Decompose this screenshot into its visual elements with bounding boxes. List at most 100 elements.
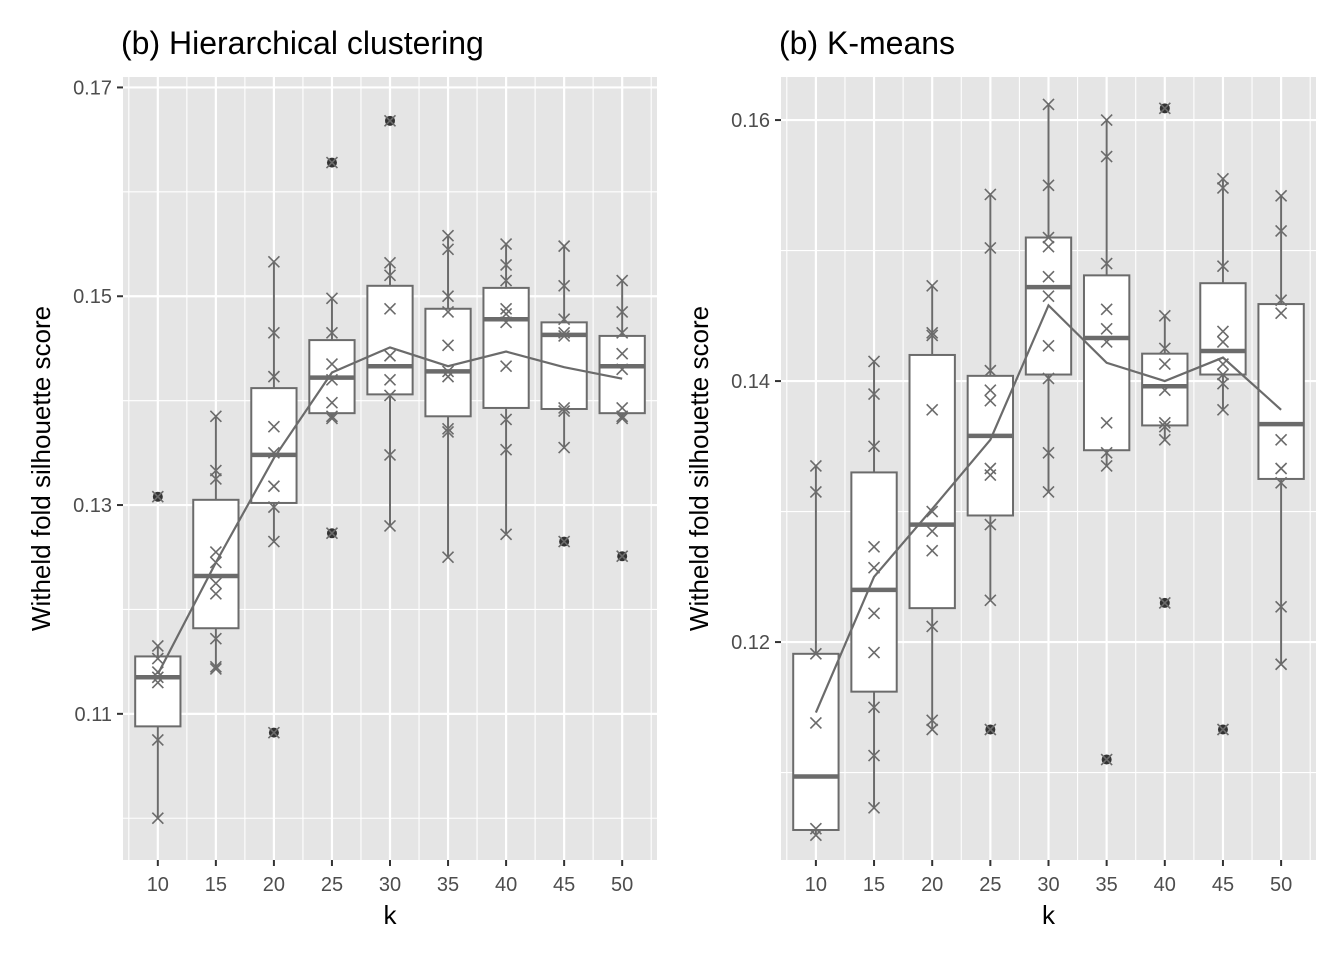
data-point-k-35 <box>441 370 455 383</box>
data-point-k-45-stroke-b <box>1216 377 1230 390</box>
data-point-k-30 <box>383 389 397 402</box>
x-tick-label: 45 <box>553 874 575 896</box>
data-point-k-40-stroke-b <box>500 274 513 287</box>
box-iqr <box>1257 303 1305 480</box>
kmeans-panel: 0.12 0.14 0.16 10 15 20 25 30 35 40 45 50 (b) K-mean… <box>684 25 1316 930</box>
data-point-k-30-stroke-b <box>1042 446 1055 459</box>
data-point-k-50 <box>1275 307 1288 320</box>
data-point-k-45 <box>558 240 571 253</box>
x-tick-label: 40 <box>495 874 517 896</box>
data-point-k-40-stroke-b <box>500 258 513 271</box>
data-point-k-10-stroke-b <box>151 733 164 747</box>
data-point-k-20 <box>926 279 939 292</box>
data-point-k-10 <box>151 676 164 689</box>
data-point-k-20 <box>267 326 280 339</box>
data-point-k-40 <box>1158 596 1171 609</box>
data-point-k-15 <box>867 646 881 659</box>
data-point-k-25-stroke-b <box>325 292 339 305</box>
data-point-k-20-stroke-b <box>926 620 939 633</box>
data-point-k-30-stroke-b <box>383 373 397 386</box>
data-point-k-10-stroke-b <box>151 671 164 684</box>
data-point-k-20 <box>267 480 280 493</box>
data-point-k-15 <box>867 355 881 368</box>
data-point-k-20 <box>926 329 939 342</box>
data-point-k-30 <box>383 114 397 127</box>
data-point-k-20 <box>926 525 939 538</box>
data-point-k-20-stroke-b <box>926 329 939 342</box>
data-point-k-40 <box>1158 384 1171 397</box>
data-point-k-35-stroke-b <box>441 243 455 256</box>
data-point-k-40-stroke-b <box>500 302 513 315</box>
data-point-k-35-stroke-b <box>441 229 455 242</box>
data-point-k-40-stroke-b <box>1158 433 1171 446</box>
data-point-k-40 <box>500 258 513 271</box>
x-tick-label: 30 <box>379 874 401 896</box>
data-point-k-35 <box>441 229 455 242</box>
box-k-50 <box>598 280 646 562</box>
data-point-k-45-stroke-b <box>558 313 571 326</box>
box-iqr <box>966 374 1015 517</box>
data-point-k-20 <box>926 714 939 727</box>
data-point-k-35 <box>441 339 455 352</box>
data-point-k-35-stroke-b <box>1100 150 1113 163</box>
data-point-k-20-stroke-b <box>267 446 280 459</box>
y-tick-label: 0.13 <box>73 495 112 517</box>
data-point-k-15 <box>209 577 222 590</box>
data-point-k-10-stroke-b <box>151 639 164 653</box>
data-point-k-45-stroke-b <box>1216 403 1230 416</box>
data-point-k-15-stroke-b <box>209 632 222 645</box>
data-point-k-20-stroke-b <box>267 535 280 548</box>
data-point-k-10-stroke-b <box>809 829 822 842</box>
data-point-k-45 <box>558 329 571 342</box>
mean-line <box>156 346 623 675</box>
data-point-k-10-stroke-b <box>809 716 822 730</box>
data-point-k-25 <box>325 396 339 409</box>
x-tick-label: 20 <box>921 874 943 896</box>
data-point-k-15 <box>867 388 881 401</box>
data-point-k-30-stroke-b <box>1042 240 1055 253</box>
data-point-k-25-stroke-b <box>325 527 339 540</box>
data-point-k-50 <box>616 347 629 360</box>
data-point-k-45 <box>1216 368 1230 381</box>
data-point-k-35 <box>441 365 455 378</box>
data-point-k-45 <box>558 326 571 339</box>
data-point-k-15 <box>209 660 222 673</box>
data-point-k-30-stroke-b <box>1042 372 1055 385</box>
data-point-k-15 <box>209 472 222 486</box>
data-point-k-25-stroke-b <box>984 468 997 482</box>
data-point-k-40-stroke-b <box>1158 416 1171 429</box>
data-point-k-45-stroke-b <box>1216 335 1230 348</box>
data-point-k-40 <box>1158 342 1171 355</box>
data-point-k-40 <box>500 443 513 456</box>
y-tick-label: 0.15 <box>73 286 112 308</box>
x-tick-label: 10 <box>805 874 827 896</box>
data-point-k-50 <box>1275 600 1288 613</box>
data-point-k-45 <box>558 535 571 548</box>
data-point-k-50 <box>1275 189 1288 202</box>
data-point-k-10 <box>151 490 164 503</box>
data-point-k-25 <box>325 156 339 169</box>
box-k-25 <box>308 157 356 539</box>
data-point-k-25 <box>984 364 997 377</box>
data-point-k-35 <box>441 422 455 435</box>
data-point-k-35 <box>1100 335 1113 348</box>
data-point-k-30 <box>383 519 397 532</box>
data-point-k-15-stroke-b <box>209 587 222 600</box>
data-point-k-40-stroke-b <box>1158 309 1171 322</box>
data-point-k-20 <box>267 501 280 514</box>
data-point-k-35-stroke-b <box>441 339 455 352</box>
data-point-k-45 <box>558 279 571 292</box>
data-point-k-45 <box>558 401 571 415</box>
data-point-k-30 <box>1042 98 1055 111</box>
data-point-k-20 <box>267 726 280 739</box>
data-point-k-40 <box>1158 309 1171 322</box>
data-point-k-30 <box>383 256 397 269</box>
data-point-k-45 <box>1216 723 1230 736</box>
data-point-k-10 <box>151 652 164 665</box>
box-iqr <box>192 498 240 630</box>
data-point-k-25-stroke-b <box>325 412 339 425</box>
data-point-k-40-stroke-b <box>1158 342 1171 355</box>
data-point-k-35-stroke-b <box>1100 113 1113 127</box>
data-point-k-30-stroke-b <box>383 114 397 127</box>
data-point-k-30 <box>383 269 397 282</box>
